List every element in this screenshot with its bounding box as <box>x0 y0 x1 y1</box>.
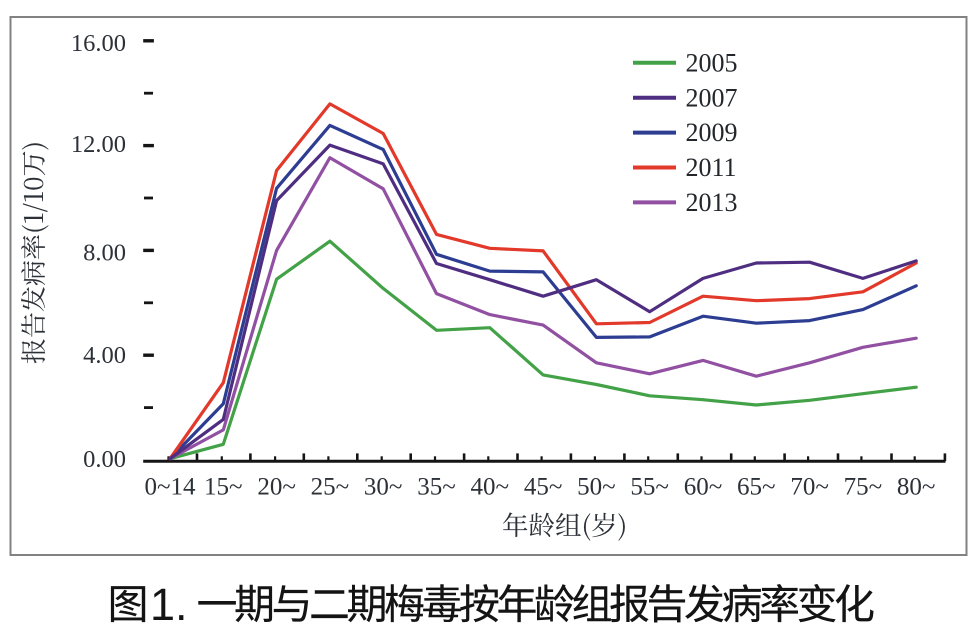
svg-text:75~: 75~ <box>844 473 883 500</box>
svg-text:30~: 30~ <box>364 473 403 500</box>
svg-text:50~: 50~ <box>577 473 616 500</box>
svg-text:8.00: 8.00 <box>83 240 126 267</box>
svg-text:80~: 80~ <box>897 473 936 500</box>
svg-text:0.00: 0.00 <box>83 446 126 473</box>
svg-text:15~: 15~ <box>204 473 243 500</box>
svg-text:2007: 2007 <box>686 83 738 112</box>
svg-text:2011: 2011 <box>686 153 737 182</box>
svg-text:12.00: 12.00 <box>71 131 126 158</box>
svg-text:2013: 2013 <box>686 188 738 217</box>
svg-text:45~: 45~ <box>524 473 563 500</box>
svg-text:2009: 2009 <box>686 118 738 147</box>
svg-text:4.00: 4.00 <box>83 342 126 369</box>
svg-text:40~: 40~ <box>471 473 510 500</box>
svg-text:2005: 2005 <box>686 48 738 77</box>
svg-text:0~14: 0~14 <box>144 473 196 500</box>
svg-text:35~: 35~ <box>417 473 456 500</box>
svg-text:65~: 65~ <box>737 473 776 500</box>
svg-text:20~: 20~ <box>257 473 296 500</box>
svg-text:60~: 60~ <box>684 473 723 500</box>
svg-text:25~: 25~ <box>311 473 350 500</box>
svg-text:1.: 1. <box>150 579 188 630</box>
svg-text:55~: 55~ <box>630 473 669 500</box>
svg-text:70~: 70~ <box>790 473 829 500</box>
svg-text:16.00: 16.00 <box>71 30 126 57</box>
